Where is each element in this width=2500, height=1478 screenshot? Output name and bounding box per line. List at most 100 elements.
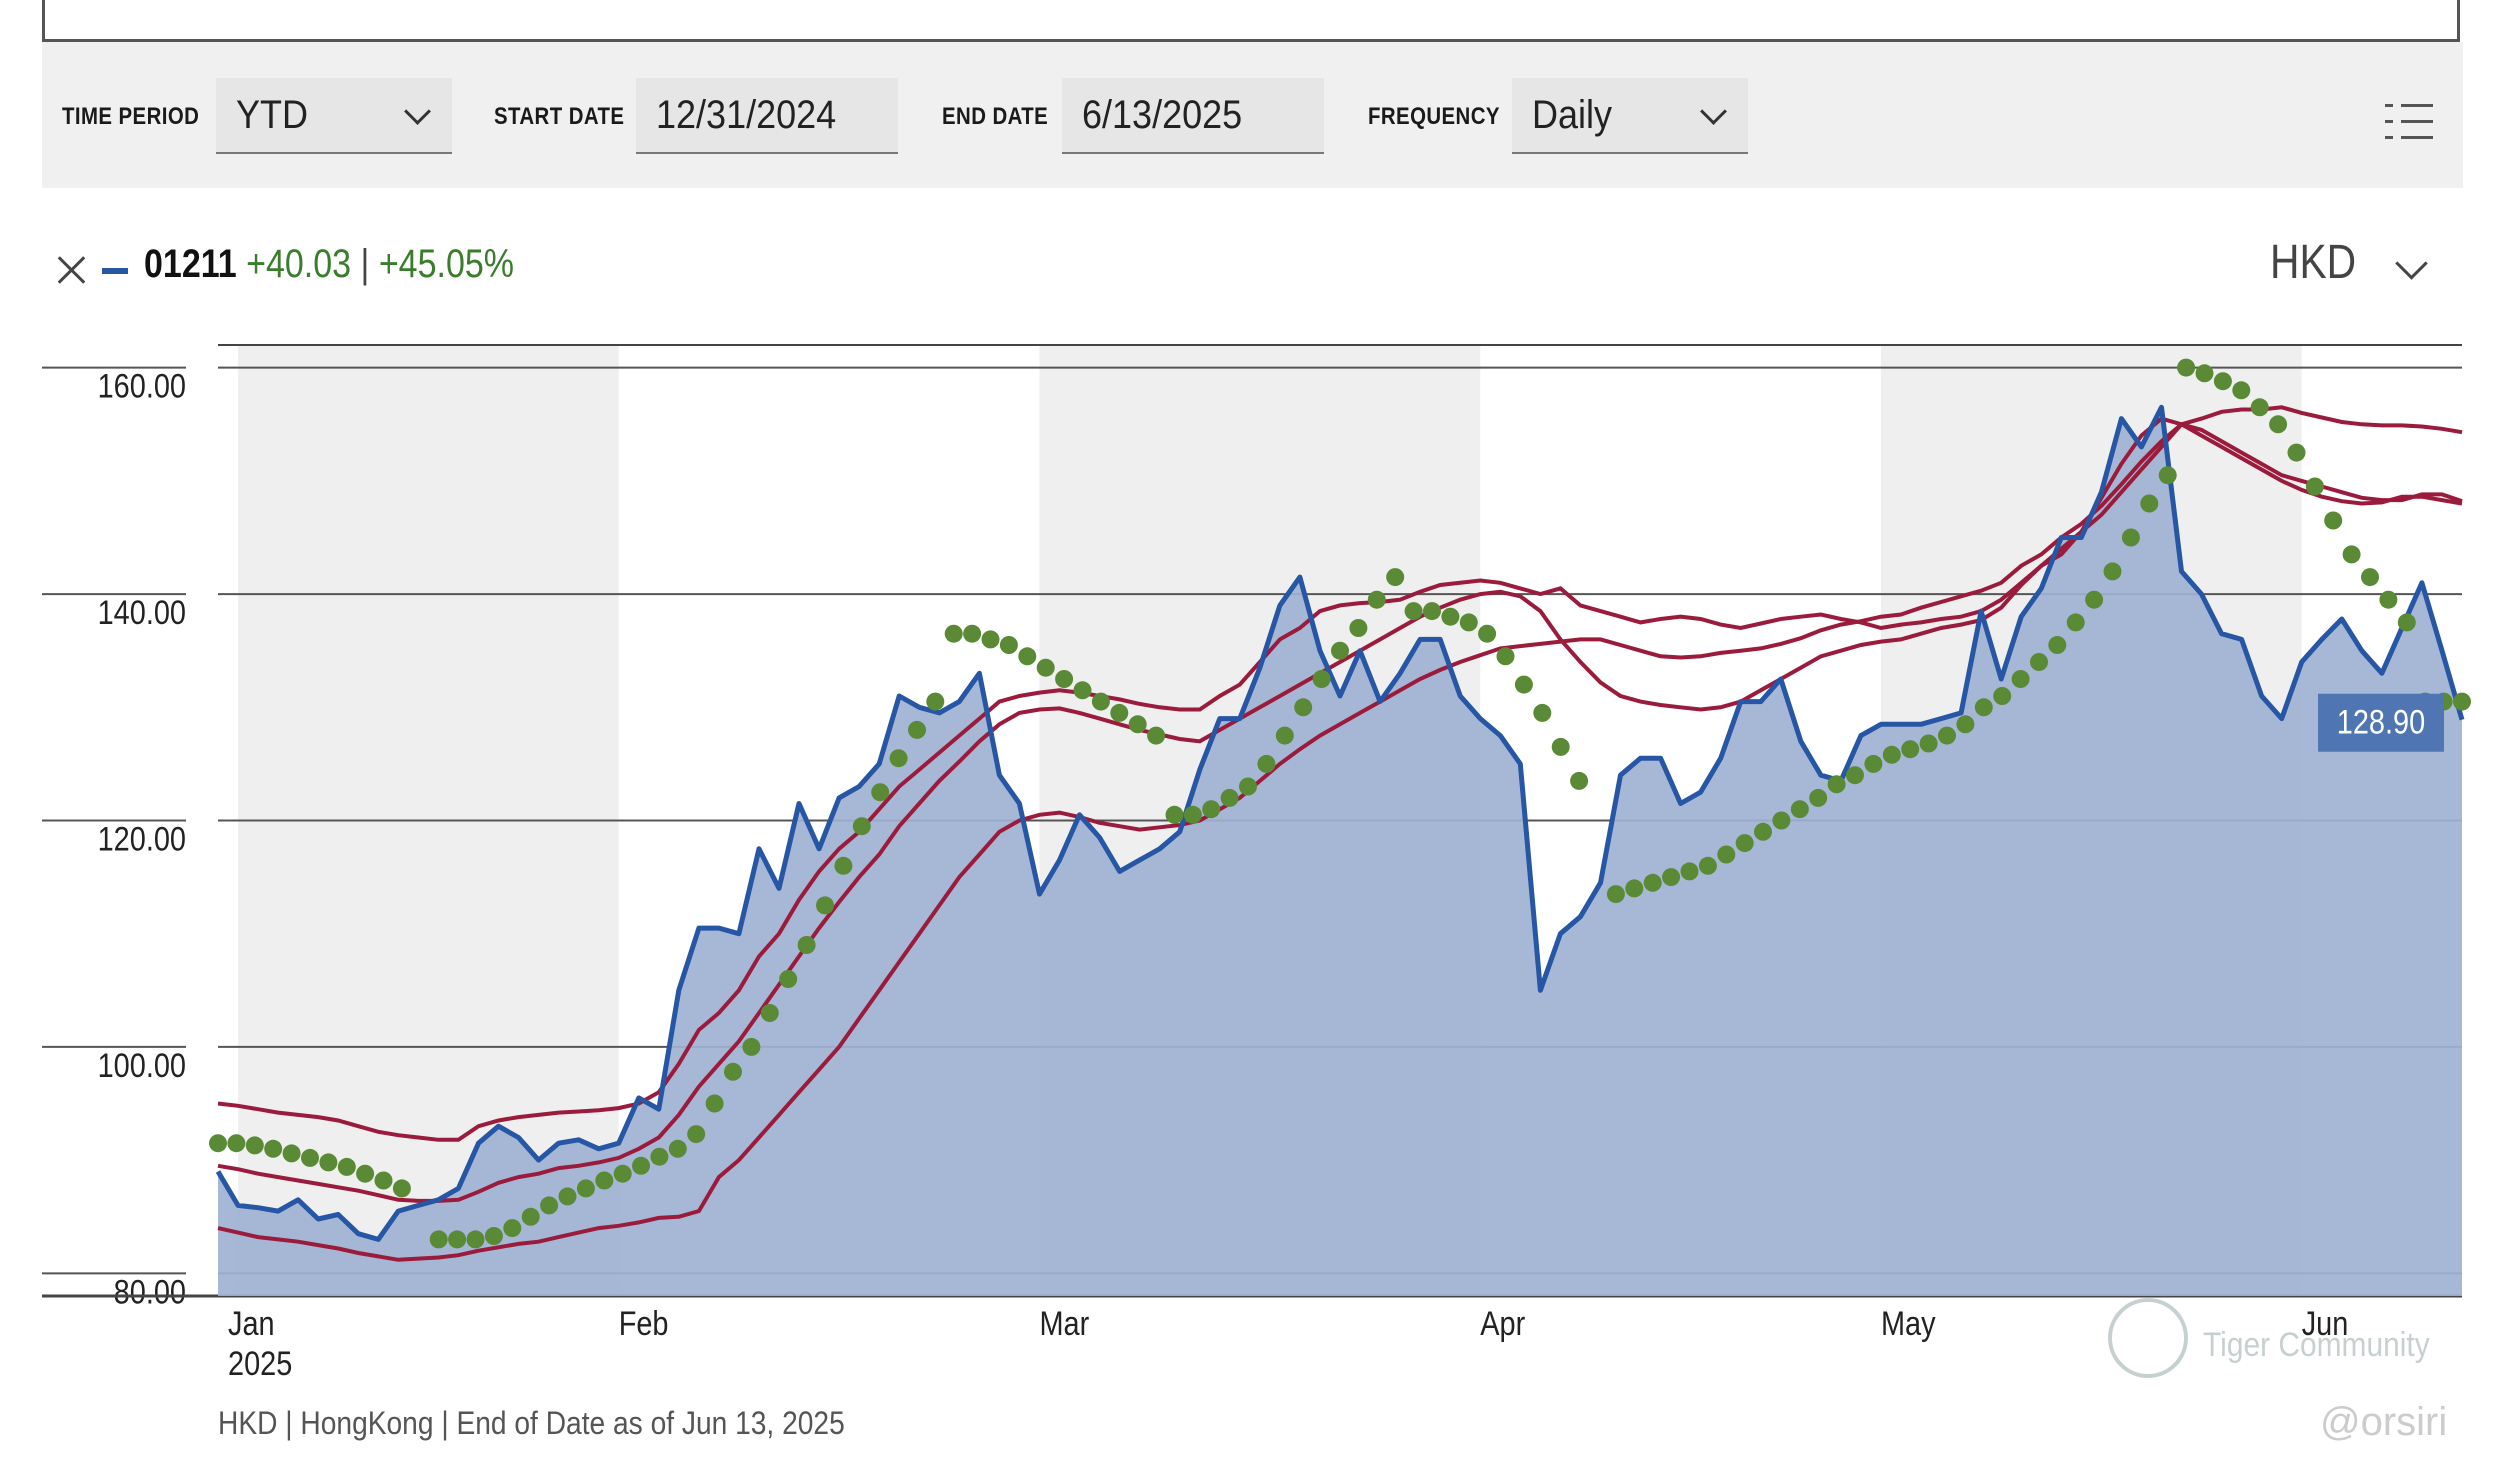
sar-point	[1974, 698, 1993, 717]
sar-point	[1570, 771, 1589, 790]
start-date-label: START DATE	[494, 103, 625, 130]
watermark-handle: @orsiri	[2320, 1400, 2448, 1444]
sar-point	[227, 1134, 246, 1153]
sar-point	[503, 1219, 522, 1238]
sar-point	[1882, 745, 1901, 764]
sar-point	[1993, 687, 2012, 705]
sar-point	[834, 856, 853, 875]
sar-point	[2269, 415, 2288, 434]
sar-point	[392, 1179, 411, 1198]
watermark-text: Tiger Community	[2203, 1326, 2430, 1364]
sar-point	[1533, 703, 1552, 722]
sar-point	[2030, 653, 2048, 671]
sar-point	[1110, 703, 1129, 722]
sar-point	[1496, 647, 1515, 666]
sar-point	[1680, 862, 1699, 881]
sar-point	[1956, 715, 1975, 734]
sar-point	[889, 749, 908, 768]
top-panel-frame	[42, 0, 2460, 42]
sar-point	[2195, 364, 2214, 383]
frequency-value: Daily	[1532, 93, 1613, 137]
end-date-value: 6/13/2025	[1082, 93, 1243, 137]
sar-point	[2085, 590, 2104, 609]
sar-point	[1478, 624, 1497, 643]
sar-point	[1331, 641, 1349, 660]
sar-point	[1864, 754, 1883, 773]
sar-point	[1091, 692, 1110, 711]
sar-point	[650, 1147, 669, 1166]
sar-point	[1423, 602, 1441, 621]
sar-point	[1919, 734, 1938, 753]
sar-point	[1147, 726, 1166, 745]
sar-point	[797, 936, 816, 954]
sar-point	[1846, 766, 1864, 785]
sar-point	[2324, 511, 2343, 530]
start-date-value: 12/31/2024	[656, 93, 837, 137]
sar-point	[1018, 647, 1037, 666]
sar-point	[1275, 726, 1294, 745]
sar-point	[1698, 856, 1717, 875]
sar-point	[245, 1136, 264, 1155]
start-date-input[interactable]: 12/31/2024	[636, 78, 898, 154]
sar-point	[319, 1153, 338, 1172]
sar-point	[1643, 873, 1662, 892]
list-menu-icon[interactable]	[2385, 100, 2435, 144]
sar-point	[1404, 602, 1423, 621]
sar-point	[2232, 381, 2251, 400]
sar-point	[595, 1171, 614, 1190]
time-period-select[interactable]: YTD	[216, 78, 452, 154]
sar-point	[1901, 740, 1920, 759]
sar-point	[1202, 800, 1221, 819]
sar-point	[816, 896, 834, 915]
sar-point	[337, 1157, 356, 1176]
sar-point	[613, 1164, 632, 1183]
sar-point	[1459, 613, 1478, 632]
currency-select[interactable]: HKD	[2270, 236, 2357, 289]
legend-separator: |	[360, 242, 370, 286]
sar-point	[1036, 658, 1055, 677]
frequency-select[interactable]: Daily	[1512, 78, 1748, 154]
sar-point	[521, 1207, 540, 1226]
watermark: Tiger Community	[2108, 1298, 2468, 1398]
sar-point	[2287, 443, 2306, 462]
sar-point	[2121, 528, 2140, 547]
sar-point	[1551, 737, 1570, 756]
sar-point	[2342, 545, 2361, 564]
sar-point	[558, 1187, 577, 1206]
sar-point	[908, 720, 926, 739]
last-value-tag	[2318, 693, 2444, 752]
y-tick-label: 140.00	[98, 593, 186, 632]
x-tick-year: 2025	[228, 1344, 292, 1383]
sar-point	[1183, 805, 1202, 824]
last-value-label: 128.90	[2337, 702, 2425, 741]
sar-point	[1073, 681, 1092, 700]
series-swatch	[102, 268, 128, 274]
sar-point	[1239, 777, 1257, 796]
sar-point	[724, 1062, 742, 1081]
sar-point	[1349, 619, 1368, 637]
legend-text: 01211 +40.03 | +45.05%	[144, 242, 514, 287]
sar-point	[632, 1156, 650, 1175]
sar-point	[466, 1230, 485, 1249]
sar-point	[209, 1134, 227, 1153]
time-period-label: TIME PERIOD	[62, 103, 200, 130]
sar-point	[963, 624, 982, 643]
sar-point	[2305, 477, 2324, 496]
sar-point	[2213, 372, 2232, 391]
sar-point	[1735, 834, 1754, 853]
sar-point	[1772, 811, 1791, 830]
sar-point	[2379, 590, 2398, 609]
end-date-input[interactable]: 6/13/2025	[1062, 78, 1324, 154]
x-tick-label: Jan	[228, 1304, 275, 1343]
sar-point	[1441, 607, 1460, 626]
sar-point	[1514, 675, 1533, 694]
sar-point	[1294, 698, 1313, 717]
sar-point	[2011, 670, 2030, 688]
chart-footnote: HKD | HongKong | End of Date as of Jun 1…	[218, 1405, 845, 1441]
sar-point	[852, 817, 871, 836]
sar-point	[1128, 715, 1147, 734]
sar-point	[2066, 613, 2085, 632]
sar-point	[484, 1227, 503, 1245]
time-period-value: YTD	[236, 93, 308, 137]
